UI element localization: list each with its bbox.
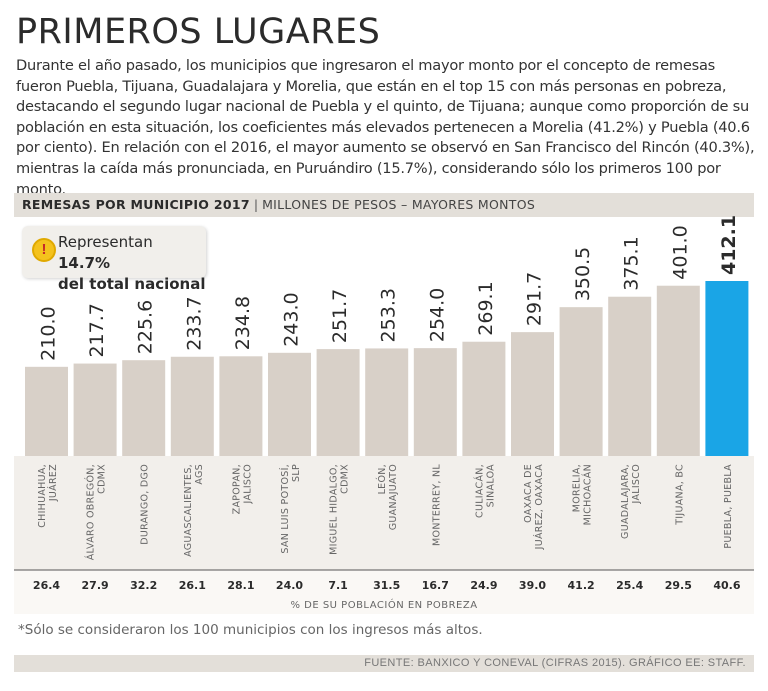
bar xyxy=(705,281,749,456)
label-strip xyxy=(14,456,754,570)
category-label: ÁLVARO OBREGÓN, xyxy=(85,464,97,560)
chart-header: REMESAS POR MUNICIPIO 2017 | MILLONES DE P… xyxy=(14,193,754,217)
poverty-axis-label: % DE SU POBLACIÓN EN POBREZA xyxy=(290,598,477,611)
category-label: MIGUEL HIDALGO, xyxy=(329,464,340,555)
category-label: DURANGO, DGO xyxy=(140,464,151,545)
value-label: 254.0 xyxy=(426,288,448,342)
value-label: 401.0 xyxy=(669,225,691,279)
callout-line2: del total nacional xyxy=(58,275,206,293)
poverty-value: 26.4 xyxy=(33,579,60,592)
bar xyxy=(462,341,506,456)
poverty-value: 29.5 xyxy=(665,579,692,592)
category-label: CDMX xyxy=(340,464,351,494)
category-label: GUANAJUATO xyxy=(388,464,399,530)
bar xyxy=(365,348,409,456)
category-label: PUEBLA, PUEBLA xyxy=(723,464,734,549)
poverty-value: 28.1 xyxy=(227,579,254,592)
category-label: MICHOACÁN xyxy=(582,464,594,525)
footnote: *Sólo se consideraron los 100 municipios… xyxy=(18,622,483,638)
bar xyxy=(608,296,652,456)
category-label: JALISCO xyxy=(631,464,642,504)
bar-chart: 210.0 CHIHUAHUA, JUÁREZ 26.4 217.7 ÁLVARO OBR… xyxy=(14,214,754,614)
category-label: MORELIA, xyxy=(572,464,583,512)
category-label: SINALOA xyxy=(485,464,496,508)
category-label: CHIHUAHUA, xyxy=(37,464,48,528)
value-label: 225.6 xyxy=(135,300,157,354)
bar xyxy=(656,285,700,456)
value-label: 375.1 xyxy=(621,236,643,290)
poverty-value: 24.9 xyxy=(470,579,497,592)
intro-paragraph: Durante el año pasado, los municipios qu… xyxy=(16,57,755,198)
value-label: 233.7 xyxy=(183,296,205,350)
value-label: 253.3 xyxy=(378,288,400,342)
category-label: JUÁREZ, OAXACA xyxy=(533,464,545,551)
poverty-value: 24.0 xyxy=(276,579,303,592)
category-label: CULIACÁN, xyxy=(473,464,485,518)
category-label: CDMX xyxy=(97,464,108,494)
category-label: ZAPOPAN, xyxy=(231,464,242,514)
category-label: JALISCO xyxy=(242,464,253,504)
category-label: AGUASCALIENTES, xyxy=(183,464,194,557)
chart-subtitle: MILLONES DE PESOS – MAYORES MONTOS xyxy=(262,197,536,212)
header-separator: | xyxy=(253,197,259,212)
callout-box: ! Representan 14.7% del total nacional xyxy=(22,226,206,293)
category-label: SLP xyxy=(291,464,302,482)
category-label: AGS xyxy=(194,464,205,485)
poverty-value: 25.4 xyxy=(616,579,643,592)
bar xyxy=(170,356,214,456)
poverty-value: 26.1 xyxy=(179,579,206,592)
category-label: GUADALAJARA, xyxy=(620,464,631,539)
value-label: 251.7 xyxy=(329,289,351,343)
value-label: 412.1 xyxy=(718,215,740,275)
page-title: PRIMEROS LUGARES xyxy=(16,12,381,52)
bar xyxy=(122,360,166,456)
bar xyxy=(559,307,603,456)
poverty-value: 39.0 xyxy=(519,579,546,592)
poverty-value: 7.1 xyxy=(328,579,348,592)
bar xyxy=(219,356,263,456)
source-credit: FUENTE: BANXICO Y CONEVAL (CIFRAS 2015).… xyxy=(364,657,746,669)
category-label: LEÓN, xyxy=(376,464,388,494)
bar xyxy=(413,348,457,456)
poverty-value: 27.9 xyxy=(82,579,109,592)
value-label: 269.1 xyxy=(475,281,497,335)
poverty-value: 41.2 xyxy=(568,579,595,592)
value-label: 217.7 xyxy=(86,303,108,357)
poverty-value: 16.7 xyxy=(422,579,449,592)
category-label: SAN LUIS POTOSÍ, xyxy=(279,464,291,554)
poverty-value: 40.6 xyxy=(713,579,740,592)
poverty-value: 32.2 xyxy=(130,579,157,592)
poverty-value: 31.5 xyxy=(373,579,400,592)
value-label: 350.5 xyxy=(572,247,594,301)
value-label: 243.0 xyxy=(281,292,303,346)
callout-text: Representan 14.7% del total nacional xyxy=(58,232,206,295)
category-label: OAXACA DE xyxy=(523,464,534,523)
value-label: 291.7 xyxy=(524,272,546,326)
bar xyxy=(73,363,117,456)
category-label: MONTERREY, NL xyxy=(431,464,442,546)
bar xyxy=(25,366,68,456)
footer-bar: FUENTE: BANXICO Y CONEVAL (CIFRAS 2015).… xyxy=(14,655,754,672)
callout-prefix: Representan xyxy=(58,233,153,251)
poverty-strip xyxy=(14,570,754,614)
bar xyxy=(268,352,311,456)
category-label: JUÁREZ xyxy=(47,464,59,502)
chart-title: REMESAS POR MUNICIPIO 2017 xyxy=(22,197,250,212)
value-label: 234.8 xyxy=(232,296,254,350)
alert-icon: ! xyxy=(32,238,56,262)
bar xyxy=(511,332,554,456)
callout-highlight: 14.7% xyxy=(58,254,111,272)
value-label: 210.0 xyxy=(38,306,60,360)
bar xyxy=(316,349,360,456)
category-label: TIJUANA, BC xyxy=(674,464,685,526)
